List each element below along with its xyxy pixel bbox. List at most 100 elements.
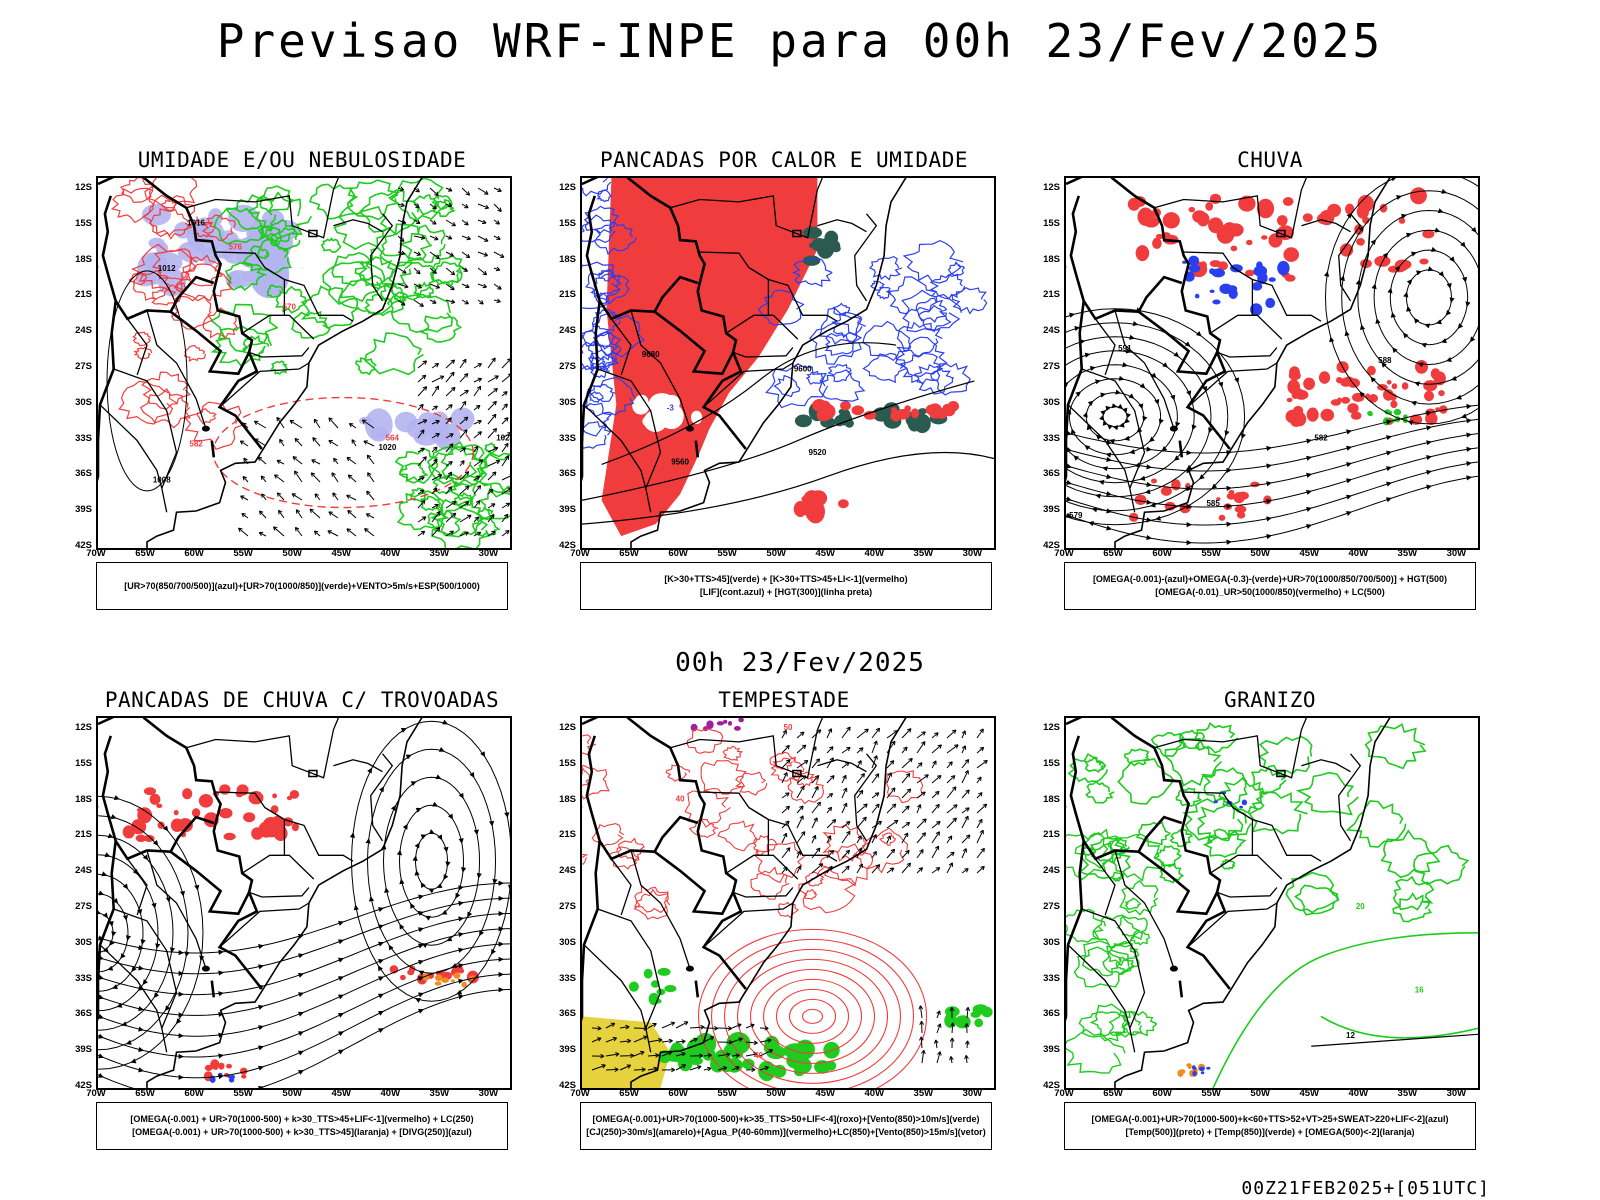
lif-blue-west bbox=[582, 178, 645, 449]
legend-line: [OMEGA(-0.001)+UR>70(1000-500)+k>35_TTS>… bbox=[592, 1114, 980, 1124]
lat-tick-label: 30S bbox=[75, 396, 92, 408]
wind-vectors-se bbox=[417, 357, 510, 537]
contour-label: 50 bbox=[784, 723, 793, 732]
lon-tick-label: 45W bbox=[331, 548, 351, 559]
temp850-green-contours bbox=[1067, 722, 1470, 923]
hgt500-low bbox=[1066, 307, 1246, 527]
lat-tick-label: 33S bbox=[1043, 432, 1060, 444]
lon-tick-label: 60W bbox=[668, 548, 688, 559]
lat-tick-label: 12S bbox=[75, 721, 92, 733]
lat-tick-label: 30S bbox=[1043, 396, 1060, 408]
lon-tick-label: 50W bbox=[282, 548, 302, 559]
legend-umidade: [UR>70(850/700/500)](azul)+[UR>70(1000/8… bbox=[96, 562, 508, 610]
legend-line: [CJ(250)>30m/s](amarelo)+[Agua_P(40-60mm… bbox=[586, 1127, 986, 1137]
legend-line: [OMEGA(-0.01)_UR>50(1000/850)(vermelho) … bbox=[1155, 587, 1385, 597]
lat-tick-label: 36S bbox=[75, 468, 92, 480]
lon-tick-label: 50W bbox=[766, 548, 786, 559]
lat-tick-label: 15S bbox=[1043, 757, 1060, 769]
lon-tick-label: 70W bbox=[86, 1088, 106, 1099]
lon-tick-label: 30W bbox=[1446, 548, 1467, 559]
lon-tick-label: 40W bbox=[1348, 1088, 1369, 1099]
lat-tick-label: 21S bbox=[1043, 289, 1060, 301]
lat-tick-label: 27S bbox=[559, 900, 576, 912]
lat-tick-label: 21S bbox=[559, 289, 576, 301]
hgt300-lines bbox=[582, 342, 994, 525]
lat-tick-label: 18S bbox=[1043, 793, 1060, 805]
panel-title-chuva: CHUVA bbox=[1237, 148, 1303, 172]
lon-tick-label: 65W bbox=[135, 548, 155, 559]
lon-tick-label: 45W bbox=[1299, 548, 1319, 559]
lon-tick-label: 35W bbox=[429, 548, 450, 559]
legend-line: [OMEGA(-0.001) + UR>70(1000-500) + k>30_… bbox=[130, 1114, 474, 1124]
lat-tick-label: 42S bbox=[559, 1080, 576, 1091]
lat-tick-label: 18S bbox=[559, 253, 576, 265]
contour-label: 9600 bbox=[794, 364, 812, 373]
panel-title-granizo: GRANIZO bbox=[1223, 688, 1316, 712]
rain-red-band bbox=[1285, 360, 1448, 427]
lon-tick-label: 30W bbox=[1446, 1088, 1467, 1099]
contour-label: 9560 bbox=[671, 457, 689, 466]
contour-label: 576 bbox=[229, 243, 243, 252]
lat-tick-label: 36S bbox=[75, 1008, 92, 1020]
hail-blue bbox=[1192, 1065, 1211, 1077]
lat-tick-label: 15S bbox=[1043, 217, 1060, 229]
wind850-green-west bbox=[628, 967, 677, 1006]
lc250-westerlies bbox=[98, 880, 510, 1088]
lon-tick-label: 50W bbox=[1250, 548, 1270, 559]
lat-tick-label: 42S bbox=[75, 540, 92, 551]
contour-label: -3 bbox=[667, 404, 675, 413]
temp850-green-west bbox=[1066, 828, 1165, 1074]
lon-tick-label: 70W bbox=[570, 548, 590, 559]
lat-tick-label: 42S bbox=[559, 540, 576, 551]
map-pancadas-calor: 9680 9600 9520 9560 -3 bbox=[580, 176, 996, 550]
footer-run-info: 00Z21FEB2025+[051UTC] bbox=[1241, 1178, 1490, 1199]
wind850-vectors-ne bbox=[781, 726, 988, 874]
map-chuva: 591 588 582 579 585 bbox=[1064, 176, 1480, 550]
contour-label: 9680 bbox=[642, 350, 660, 359]
lat-tick-label: 27S bbox=[1043, 900, 1060, 912]
wind850-vectors-sw bbox=[591, 1021, 774, 1073]
lat-tick-label: 30S bbox=[75, 936, 92, 948]
contour-label: 12 bbox=[1346, 1031, 1355, 1040]
lon-tick-label: 45W bbox=[815, 1088, 835, 1099]
rain-red-north bbox=[1127, 187, 1435, 282]
lif-blue-contours bbox=[758, 239, 988, 409]
main-title: Previsao WRF-INPE para 00h 23/Fev/2025 bbox=[216, 14, 1384, 68]
contour-label: 591 bbox=[1118, 344, 1132, 353]
contour-label: 20 bbox=[1356, 902, 1365, 911]
panel-title-pancadas-calor: PANCADAS POR CALOR E UMIDADE bbox=[599, 148, 968, 172]
lon-tick-label: 60W bbox=[668, 1088, 688, 1099]
hgt500-east bbox=[1324, 178, 1478, 426]
wind850-vectors-se bbox=[918, 1005, 971, 1064]
legend-line: [LIF](cont.azul) + [HGT(300)](linha pret… bbox=[699, 587, 873, 597]
legend-chuva: [OMEGA(-0.001)-(azul)+OMEGA(-0.3)-(verde… bbox=[1064, 562, 1476, 610]
contour-label: 1012 bbox=[158, 264, 176, 273]
lat-tick-label: 33S bbox=[1043, 972, 1060, 984]
contour-label: 570 bbox=[283, 302, 297, 311]
lon-tick-label: 70W bbox=[1054, 1088, 1074, 1099]
map-pancadas-trovoadas bbox=[96, 716, 512, 1090]
lat-tick-label: 18S bbox=[75, 793, 92, 805]
lat-tick-label: 36S bbox=[559, 1008, 576, 1020]
lon-tick-label: 60W bbox=[184, 548, 204, 559]
lat-tick-label: 12S bbox=[1043, 181, 1060, 193]
lon-tick-label: 70W bbox=[570, 1088, 590, 1099]
lat-tick-label: 39S bbox=[559, 504, 576, 516]
lat-tick-label: 27S bbox=[75, 900, 92, 912]
contour-label: 40 bbox=[754, 1051, 763, 1060]
lat-tick-label: 42S bbox=[75, 1080, 92, 1091]
lon-tick-label: 70W bbox=[86, 548, 106, 559]
lat-tick-label: 15S bbox=[75, 757, 92, 769]
lat-tick-label: 42S bbox=[1043, 540, 1060, 551]
lat-tick-label: 27S bbox=[1043, 360, 1060, 372]
panel-title-tempestade: TEMPESTADE bbox=[718, 688, 850, 712]
lat-tick-label: 15S bbox=[75, 217, 92, 229]
li-red-band bbox=[812, 399, 959, 422]
legend-line: [OMEGA(-0.001)-(azul)+OMEGA(-0.3)-(verde… bbox=[1092, 574, 1448, 584]
lat-tick-label: 21S bbox=[75, 289, 92, 301]
lat-tick-label: 36S bbox=[1043, 468, 1060, 480]
lon-tick-label: 30W bbox=[962, 1088, 983, 1099]
map-umidade: 1012 1016 1020 1008 1024 576 582 564 570 bbox=[96, 176, 512, 550]
lat-tick-label: 39S bbox=[559, 1044, 576, 1056]
lat-tick-label: 21S bbox=[559, 829, 576, 841]
